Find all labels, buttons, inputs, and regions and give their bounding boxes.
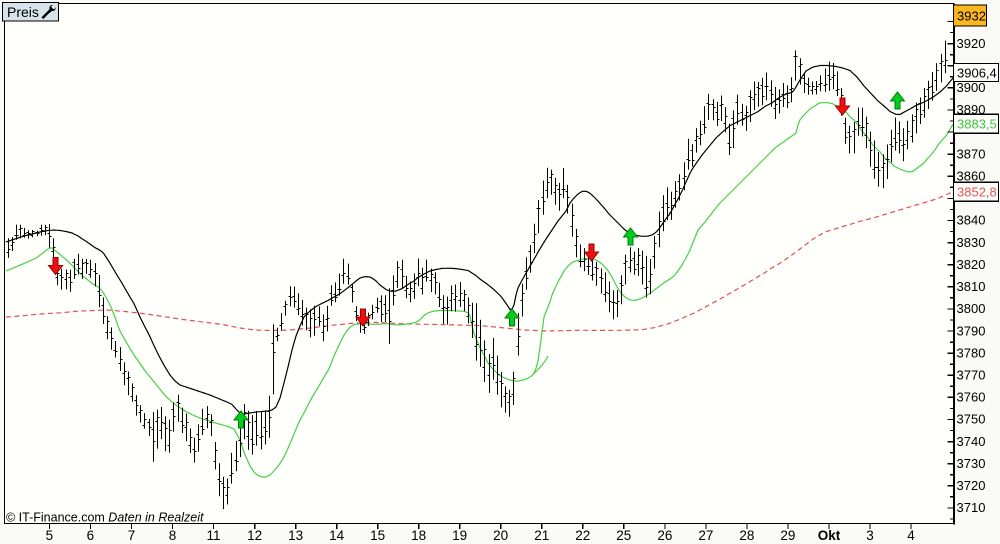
svg-text:18: 18 bbox=[411, 528, 426, 543]
svg-text:Preis: Preis bbox=[7, 4, 39, 20]
svg-text:3820: 3820 bbox=[957, 257, 986, 272]
svg-text:3790: 3790 bbox=[957, 323, 986, 338]
svg-text:20: 20 bbox=[493, 528, 508, 543]
svg-text:13: 13 bbox=[288, 528, 303, 543]
svg-text:14: 14 bbox=[329, 528, 345, 543]
svg-text:5: 5 bbox=[46, 528, 54, 543]
svg-text:7: 7 bbox=[128, 528, 136, 543]
svg-text:3840: 3840 bbox=[957, 213, 986, 228]
svg-text:27: 27 bbox=[698, 528, 713, 543]
svg-text:12: 12 bbox=[247, 528, 262, 543]
svg-text:3740: 3740 bbox=[957, 434, 986, 449]
svg-text:29: 29 bbox=[780, 528, 795, 543]
svg-text:25: 25 bbox=[616, 528, 631, 543]
svg-text:3730: 3730 bbox=[957, 456, 986, 471]
svg-text:3710: 3710 bbox=[957, 500, 986, 515]
svg-text:3920: 3920 bbox=[957, 36, 986, 51]
svg-text:6: 6 bbox=[87, 528, 95, 543]
svg-text:3750: 3750 bbox=[957, 412, 986, 427]
svg-text:22: 22 bbox=[575, 528, 590, 543]
svg-text:© IT-Finance.com Daten in Real: © IT-Finance.com Daten in Realzeit bbox=[6, 511, 204, 525]
svg-text:Okt: Okt bbox=[818, 528, 841, 543]
svg-text:8: 8 bbox=[169, 528, 177, 543]
svg-text:26: 26 bbox=[657, 528, 672, 543]
svg-text:3932: 3932 bbox=[957, 8, 986, 23]
svg-text:3810: 3810 bbox=[957, 279, 986, 294]
svg-text:3870: 3870 bbox=[957, 146, 986, 161]
svg-text:3: 3 bbox=[866, 528, 874, 543]
svg-text:3860: 3860 bbox=[957, 169, 986, 184]
svg-text:15: 15 bbox=[370, 528, 385, 543]
svg-text:3770: 3770 bbox=[957, 368, 986, 383]
svg-text:3906,4: 3906,4 bbox=[957, 65, 997, 80]
svg-text:4: 4 bbox=[907, 528, 915, 543]
svg-text:11: 11 bbox=[206, 528, 220, 543]
svg-text:3852,8: 3852,8 bbox=[957, 185, 997, 200]
svg-text:21: 21 bbox=[534, 528, 549, 543]
svg-text:3900: 3900 bbox=[957, 80, 986, 95]
svg-text:3890: 3890 bbox=[957, 102, 986, 117]
svg-text:19: 19 bbox=[452, 528, 467, 543]
svg-text:3780: 3780 bbox=[957, 345, 986, 360]
svg-text:3800: 3800 bbox=[957, 301, 986, 316]
svg-text:28: 28 bbox=[739, 528, 754, 543]
svg-text:3883,5: 3883,5 bbox=[957, 117, 997, 132]
svg-text:3830: 3830 bbox=[957, 235, 986, 250]
svg-text:3760: 3760 bbox=[957, 390, 986, 405]
svg-text:3720: 3720 bbox=[957, 478, 986, 493]
